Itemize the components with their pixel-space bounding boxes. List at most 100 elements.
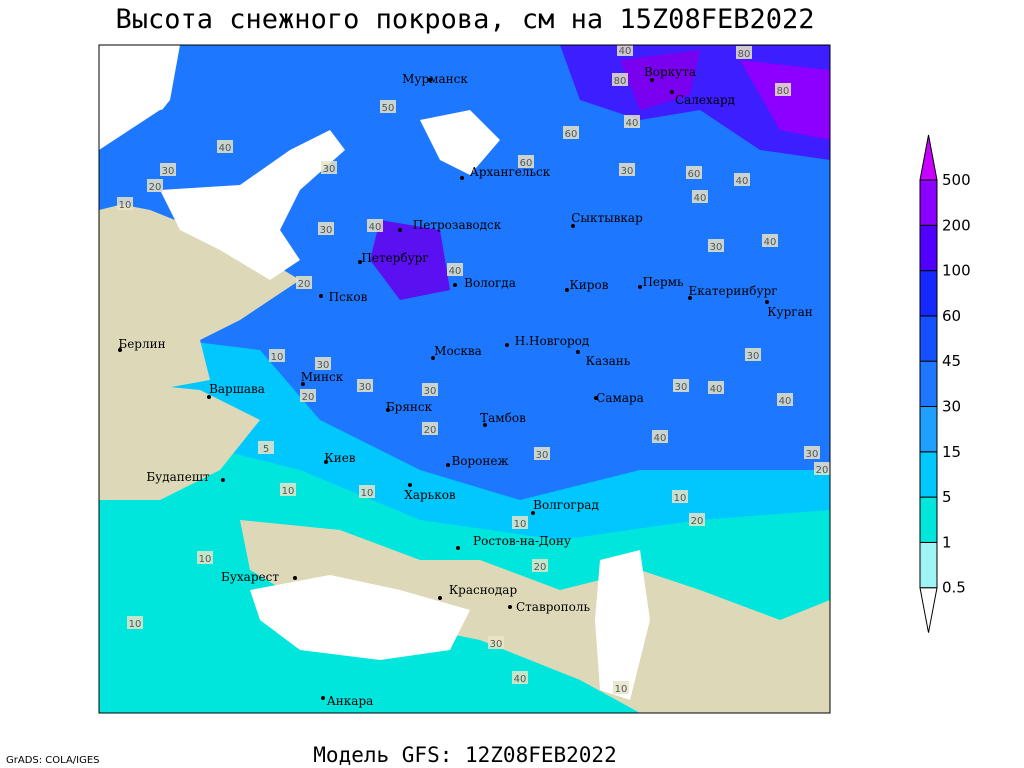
city-dot xyxy=(594,396,598,400)
contour-label: 60 xyxy=(520,158,533,169)
city-dot xyxy=(670,90,674,94)
contour-label-box xyxy=(708,239,724,252)
city-label: Киров xyxy=(570,278,609,292)
contour-label: 80 xyxy=(777,86,790,97)
colorbar-label: 60 xyxy=(942,307,961,325)
contour-label-box xyxy=(804,446,820,459)
contour-label: 30 xyxy=(675,382,688,393)
contour-label-box xyxy=(734,173,750,186)
contour-label-box xyxy=(708,381,724,394)
city-dot xyxy=(438,596,442,600)
contour-label: 40 xyxy=(514,674,527,685)
contour-label-box xyxy=(532,559,548,572)
contour-label-box xyxy=(652,430,668,443)
contour-label: 80 xyxy=(738,49,751,60)
city-dot xyxy=(324,460,328,464)
colorbar-label: 100 xyxy=(942,262,971,280)
city-label: Петербург xyxy=(361,251,428,265)
contour-label: 10 xyxy=(361,488,374,499)
contour-label: 30 xyxy=(490,639,503,650)
contour-label-box xyxy=(512,671,528,684)
city-label: Берлин xyxy=(118,337,165,351)
contour-label-box xyxy=(315,357,331,370)
contour-label-box xyxy=(689,513,705,526)
contour-label-box xyxy=(258,441,274,454)
city-dot xyxy=(650,78,654,82)
city-label: Воркута xyxy=(644,65,696,79)
contour-label-box xyxy=(367,219,383,232)
contour-label: 40 xyxy=(764,237,777,248)
contour-label: 20 xyxy=(691,516,704,527)
contour-label-box xyxy=(612,73,628,86)
city-label: Архангельск xyxy=(470,165,551,179)
city-dot xyxy=(398,228,402,232)
colorbar-segment xyxy=(919,360,938,408)
contour-label: 40 xyxy=(369,222,382,233)
city-label: Брянск xyxy=(386,400,433,414)
city-label: Варшава xyxy=(209,382,265,396)
contour-label-box xyxy=(197,551,213,564)
city-dot xyxy=(576,350,580,354)
colorbar-label: 30 xyxy=(942,398,961,416)
footer: Модель GFS: 12Z08FEB2022 xyxy=(313,743,616,767)
contour-label-box xyxy=(300,389,316,402)
city-label: Минск xyxy=(301,370,344,384)
contour-label-box xyxy=(512,516,528,529)
city-dot xyxy=(207,395,211,399)
city-dot xyxy=(319,294,323,298)
contour-label-box xyxy=(762,234,778,247)
contour-label: 20 xyxy=(149,182,162,193)
city-dot xyxy=(508,605,512,609)
contour-label: 30 xyxy=(424,386,437,397)
city-dot xyxy=(358,260,362,264)
contour-label-box xyxy=(775,83,791,96)
city-dot xyxy=(408,483,412,487)
contour-label-box xyxy=(321,161,337,174)
map-frame xyxy=(98,44,831,714)
contour-label-box xyxy=(613,681,629,694)
contour-label: 20 xyxy=(424,425,437,436)
city-label: Москва xyxy=(434,344,482,358)
city-dot xyxy=(565,288,569,292)
colorbar-label: 15 xyxy=(942,443,961,461)
contour-label: 40 xyxy=(219,143,232,154)
city-label: Сыктывкар xyxy=(571,211,643,225)
contour-label-box xyxy=(563,126,579,139)
city-label: Ростов-на-Дону xyxy=(473,534,571,548)
city-label: Самара xyxy=(596,391,644,405)
colorbar-label: 45 xyxy=(942,352,961,370)
city-label: Вологда xyxy=(464,276,516,290)
city-dot xyxy=(456,546,460,550)
city-label: Н.Новгород xyxy=(515,334,590,348)
colorbar-segment xyxy=(919,406,938,453)
city-label: Краснодар xyxy=(449,583,518,597)
contour-label: 10 xyxy=(129,619,142,630)
city-dot xyxy=(428,78,432,82)
contour-label: 40 xyxy=(619,46,632,57)
colorbar-segment xyxy=(919,541,938,589)
contour-label: 40 xyxy=(736,176,749,187)
credit: GrADS: COLA/IGES xyxy=(6,755,100,766)
city-label: Псков xyxy=(329,290,368,304)
city-label: Салехард xyxy=(675,93,735,107)
contour-label: 30 xyxy=(162,166,175,177)
colorbar-segment xyxy=(919,451,938,498)
contour-label-box xyxy=(280,483,296,496)
city-dot xyxy=(505,343,509,347)
contour-label: 20 xyxy=(298,279,311,290)
contour-label-box xyxy=(296,276,312,289)
city-dot xyxy=(460,176,464,180)
contour-label-box xyxy=(617,45,633,56)
contour-label: 60 xyxy=(688,169,701,180)
title: Высота снежного покрова, см на 15Z08FEB2… xyxy=(116,4,815,35)
city-label: Тамбов xyxy=(480,411,526,425)
city-label: Будапешт xyxy=(146,470,210,484)
city-dot xyxy=(386,408,390,412)
city-label: Казань xyxy=(586,354,631,368)
contour-label-box xyxy=(359,485,375,498)
contour-label: 10 xyxy=(282,486,295,497)
city-dot xyxy=(453,283,457,287)
contour-label: 30 xyxy=(320,225,333,236)
colorbar-bottom xyxy=(919,587,938,633)
